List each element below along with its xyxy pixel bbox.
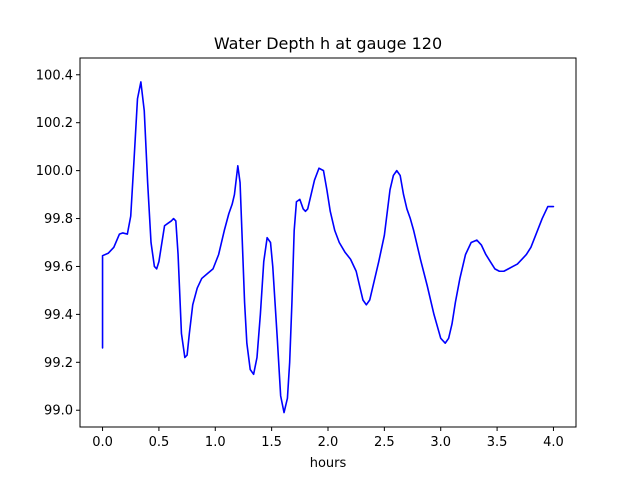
y-tick-label: 99.0 [44,404,73,419]
x-axis-label: hours [310,456,347,471]
y-tick-label: 99.2 [44,356,73,371]
x-tick-label: 0.5 [149,435,170,450]
y-tick-label: 100.0 [36,164,73,179]
x-tick-label: 0.0 [92,435,113,450]
series-line-0 [101,81,555,414]
x-tick-label: 3.0 [430,435,451,450]
y-tick-label: 99.4 [44,308,73,323]
x-tick-label: 3.5 [487,435,508,450]
x-axis: 0.0 0.5 1.0 1.5 2.0 2.5 3.0 3.5 4.0 [92,427,564,450]
x-tick-label: 4.0 [543,435,564,450]
x-tick-label: 1.5 [261,435,282,450]
x-tick-label: 2.0 [318,435,339,450]
y-tick-label: 100.2 [36,116,73,131]
y-axis: 99.0 99.2 99.4 99.6 99.8 100.0 100.2 100.4 [36,68,80,419]
chart-title: Water Depth h at gauge 120 [214,34,442,53]
x-tick-label: 1.0 [205,435,226,450]
y-tick-label: 99.6 [44,260,73,275]
y-tick-label: 100.4 [36,68,73,83]
x-tick-label: 2.5 [374,435,395,450]
plot-area [101,81,555,414]
y-tick-label: 99.8 [44,212,73,227]
